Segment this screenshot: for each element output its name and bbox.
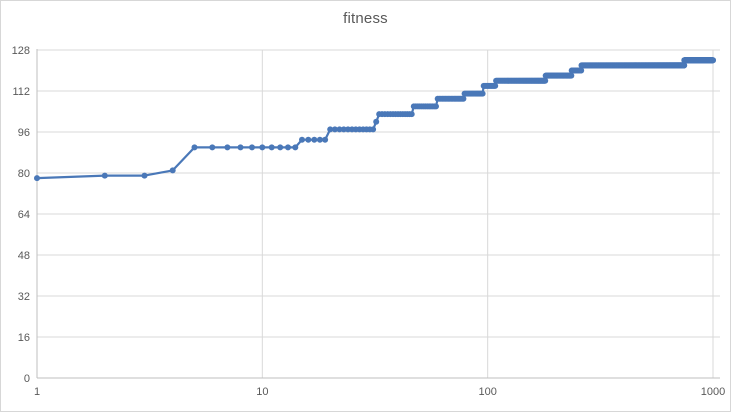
data-point-marker (34, 175, 40, 182)
y-axis-tick-label: 96 (18, 127, 30, 139)
data-point-marker (237, 144, 244, 151)
y-axis-tick-label: 64 (18, 209, 30, 221)
data-point-marker (268, 144, 275, 151)
x-axis-tick-label: 1000 (701, 386, 725, 398)
data-point-marker (542, 77, 549, 84)
data-point-marker (259, 144, 266, 151)
data-point-marker (433, 103, 439, 110)
y-axis-tick-label: 16 (18, 332, 30, 344)
x-axis-tick-label: 10 (256, 386, 268, 398)
y-axis-tick-label: 32 (18, 291, 30, 303)
data-point-marker (479, 90, 486, 97)
data-point-marker (710, 57, 716, 64)
data-point-marker (277, 144, 284, 151)
data-point-marker (340, 126, 347, 133)
y-axis-tick-label: 112 (12, 86, 30, 98)
data-point-marker (681, 62, 688, 69)
data-point-marker (373, 118, 380, 125)
data-point-marker (285, 144, 291, 151)
data-point-marker (305, 136, 312, 143)
data-point-marker (370, 126, 377, 133)
data-point-marker (336, 126, 343, 133)
data-point-marker (408, 111, 415, 118)
data-point-marker (169, 167, 176, 174)
data-point-marker (299, 136, 305, 143)
data-point-marker (224, 144, 231, 151)
y-axis-tick-label: 48 (18, 250, 30, 262)
data-point-marker (249, 144, 255, 151)
data-point-marker (141, 172, 148, 179)
data-point-marker (578, 67, 585, 74)
data-point-marker (191, 144, 198, 151)
data-point-marker (568, 72, 575, 79)
data-point-marker (209, 144, 216, 151)
data-point-marker (101, 172, 108, 179)
data-point-marker (327, 126, 334, 133)
data-point-marker (316, 136, 323, 143)
data-point-marker (311, 136, 318, 143)
x-axis-tick-label: 100 (478, 386, 496, 398)
y-axis-tick-label: 0 (24, 373, 30, 385)
x-axis-tick-label: 1 (34, 386, 40, 398)
data-point-marker (460, 95, 467, 102)
y-axis-tick-label: 128 (12, 45, 30, 57)
y-axis-tick-label: 80 (18, 168, 30, 180)
data-point-marker (322, 136, 329, 143)
data-point-marker (331, 126, 338, 133)
data-point-marker (492, 82, 499, 89)
data-point-marker (292, 144, 299, 151)
